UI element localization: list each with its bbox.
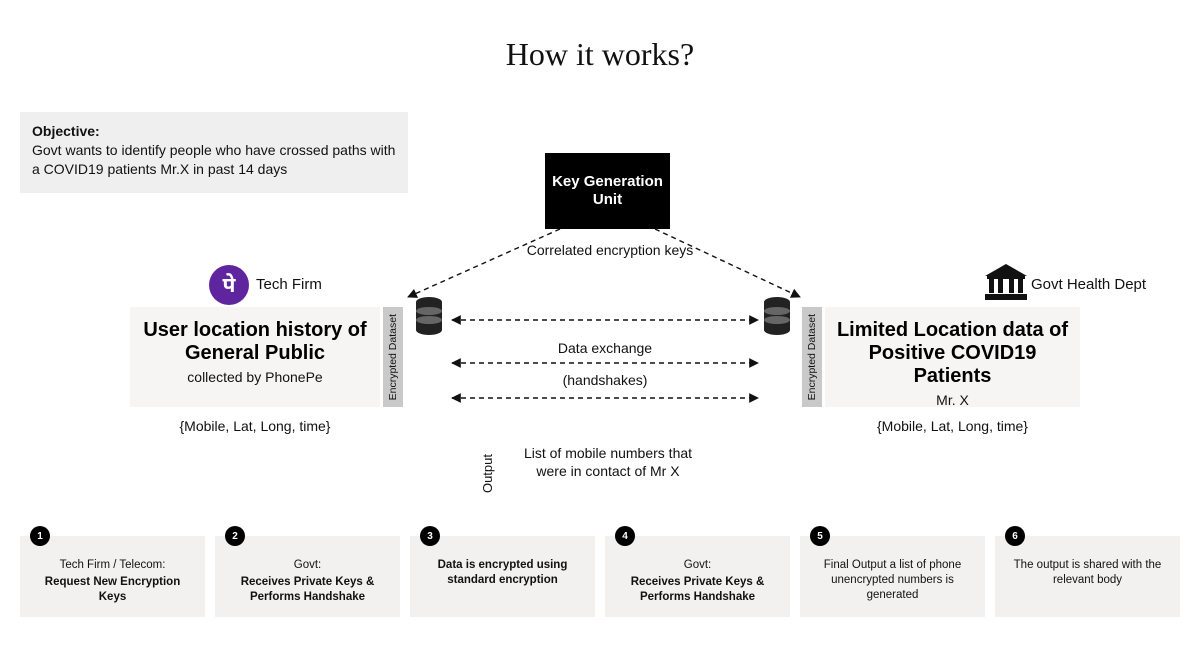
step-1: 1 Tech Firm / Telecom: Request New Encry… — [20, 536, 205, 617]
step-3: 3 Data is encrypted using standard encry… — [410, 536, 595, 617]
encrypted-dataset-right: Encrypted Dataset — [802, 307, 822, 407]
step-number: 3 — [420, 526, 440, 546]
data-exchange-label: Data exchange — [530, 340, 680, 356]
govt-panel-title: Limited Location data of Positive COVID1… — [835, 319, 1070, 388]
step-lead: Govt: — [225, 558, 390, 573]
kgu-label: Key Generation Unit — [549, 173, 666, 209]
handshakes-label: (handshakes) — [530, 372, 680, 388]
step-lead: Tech Firm / Telecom: — [30, 558, 195, 573]
edge-kgu-left — [408, 229, 560, 297]
step-bold: Request New Encryption Keys — [45, 576, 180, 603]
database-icon — [415, 297, 443, 335]
output-vertical-label: Output — [478, 444, 496, 504]
step-number: 5 — [810, 526, 830, 546]
objective-box: Objective: Govt wants to identify people… — [20, 112, 408, 193]
tech-panel-sub: collected by PhonePe — [140, 369, 370, 385]
step-number: 6 — [1005, 526, 1025, 546]
left-schema: {Mobile, Lat, Long, time} — [130, 418, 380, 434]
phonepe-icon: पे — [209, 265, 249, 305]
step-2: 2 Govt: Receives Private Keys & Performs… — [215, 536, 400, 617]
step-6: 6 The output is shared with the relevant… — [995, 536, 1180, 617]
step-lead: Govt: — [615, 558, 780, 573]
bank-icon — [985, 264, 1027, 300]
step-text: Final Output a list of phone unencrypted… — [824, 559, 961, 601]
steps-row: 1 Tech Firm / Telecom: Request New Encry… — [20, 536, 1180, 617]
edge-kgu-right — [655, 229, 800, 297]
govt-health-dept-label: Govt Health Dept — [1031, 276, 1146, 293]
objective-label: Objective: — [32, 123, 100, 139]
step-number: 1 — [30, 526, 50, 546]
govt-panel-sub: Mr. X — [835, 392, 1070, 408]
diagram-stage: How it works? Objective: Govt wants to i… — [0, 0, 1200, 654]
correlated-keys-label: Correlated encryption keys — [520, 242, 700, 260]
step-bold: Receives Private Keys & Performs Handsha… — [631, 576, 765, 603]
output-text: List of mobile numbers that were in cont… — [508, 444, 708, 480]
step-bold: Data is encrypted using standard encrypt… — [438, 559, 568, 586]
page-title: How it works? — [0, 36, 1200, 73]
tech-firm-label: Tech Firm — [256, 276, 322, 293]
tech-panel-title: User location history of General Public — [140, 319, 370, 365]
encrypted-dataset-left: Encrypted Dataset — [383, 307, 403, 407]
database-icon — [763, 297, 791, 335]
govt-panel: Limited Location data of Positive COVID1… — [825, 307, 1080, 407]
tech-panel: User location history of General Public … — [130, 307, 380, 407]
step-number: 4 — [615, 526, 635, 546]
objective-text: Govt wants to identify people who have c… — [32, 142, 395, 177]
key-generation-unit-node: Key Generation Unit — [545, 153, 670, 229]
right-schema: {Mobile, Lat, Long, time} — [825, 418, 1080, 434]
step-4: 4 Govt: Receives Private Keys & Performs… — [605, 536, 790, 617]
step-text: The output is shared with the relevant b… — [1014, 559, 1162, 586]
step-number: 2 — [225, 526, 245, 546]
step-bold: Receives Private Keys & Performs Handsha… — [241, 576, 375, 603]
step-5: 5 Final Output a list of phone unencrypt… — [800, 536, 985, 617]
